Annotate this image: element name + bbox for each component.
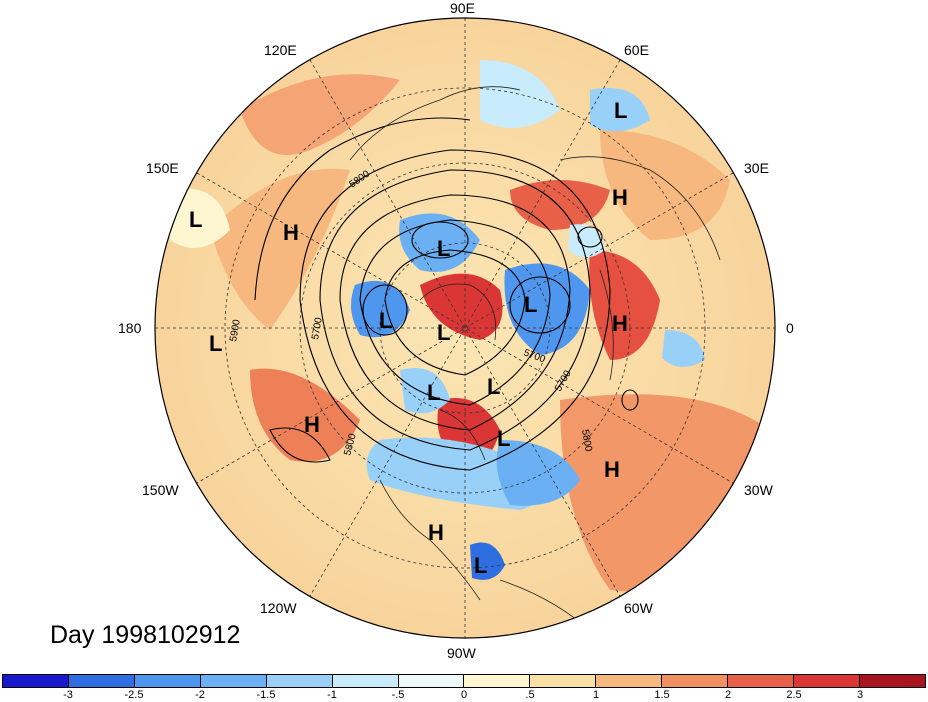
cool-anomaly-region [366,437,540,510]
warm-anomaly-region [210,168,350,330]
high-center-label: H [428,520,444,545]
colorbar-tick-label: 2.5 [786,689,802,701]
colorbar-tick-label: 1.5 [654,689,670,701]
pressure-centers: L H L H L H L L L H L L L L L H H [189,98,628,578]
colorbar-tick-label: -2.5 [124,689,144,701]
colorbar-tick-label: 3 [856,689,864,701]
cool-anomaly-region [480,60,560,128]
colorbar-segment [68,675,135,687]
colorbar-segment [134,675,201,687]
low-center-label: L [209,331,222,356]
cool-anomaly-region [590,88,650,132]
low-center-label: L [437,236,450,261]
low-center-label: L [189,207,202,232]
date-title: Day 1998102912 [50,621,241,649]
map-boundary [154,17,776,639]
low-center-label: L [437,320,450,345]
low-center-label: L [379,308,392,333]
lon-label-90e: 90E [450,0,475,16]
cool-anomaly-region [662,330,705,368]
high-center-label: H [612,311,628,336]
colorbar-tick-label: 0 [460,689,468,701]
colorbar-segment [596,675,663,687]
contour-label: 5700 [310,316,325,340]
lon-label-60w: 60W [624,600,653,616]
warm-anomaly-region [420,273,503,340]
colorbar [2,674,926,688]
colorbar-segment [3,675,69,687]
lon-label-30e: 30E [744,160,769,176]
anomaly-field [155,18,775,638]
high-center-label: H [612,185,628,210]
cool-anomaly-region [170,188,230,248]
colorbar-segment [530,675,597,687]
colorbar-tick-label: 1 [592,689,600,701]
lon-label-120e: 120E [264,42,297,58]
cool-anomaly-region [470,542,505,580]
low-center-label: L [524,292,537,317]
low-center-label: L [487,374,500,399]
cool-anomaly-region [400,368,450,414]
colorbar-segment [464,675,531,687]
colorbar-segment [332,675,399,687]
contour-label: 5900 [228,318,243,342]
warm-anomaly-region [589,250,660,360]
low-center-label: L [497,426,510,451]
height-contours [254,117,639,471]
colorbar-segment [266,675,333,687]
low-center-label: L [614,98,627,123]
lon-label-150w: 150W [142,482,179,498]
colorbar-tick-label: -2 [195,689,205,701]
colorbar-tick-label: .5 [525,689,535,701]
high-center-label: H [283,220,299,245]
lon-label-30w: 30W [744,482,773,498]
colorbar-tick-label: -3 [63,689,73,701]
lon-label-120w: 120W [260,600,297,616]
colorbar-tick-label: -1 [327,689,337,701]
lon-label-150e: 150E [146,160,179,176]
lon-label-60e: 60E [624,42,649,58]
warm-anomaly-region [600,130,730,240]
warm-anomaly-region [240,74,400,155]
cool-anomaly-region [504,263,590,355]
high-center-label: H [304,412,320,437]
lon-label-180: 180 [118,320,142,336]
colorbar-segment [728,675,795,687]
colorbar-segment [398,675,465,687]
low-center-label: L [427,380,440,405]
lon-label-0: 0 [786,320,794,336]
colorbar-tick-label: -.5 [391,689,405,701]
colorbar-segment [794,675,860,687]
lon-label-90w: 90W [447,645,476,661]
colorbar-segment [200,675,267,687]
contour-label: 5800 [579,429,594,453]
high-center-label: H [604,457,620,482]
colorbar-tick-label: -1.5 [256,689,276,701]
colorbar-segment [859,675,925,687]
low-center-label: L [474,553,487,578]
warm-anomaly-region [250,368,360,462]
colorbar-tick-label: 2 [724,689,732,701]
cool-anomaly-region [496,440,580,506]
colorbar-segment [662,675,729,687]
graticule [155,18,775,638]
